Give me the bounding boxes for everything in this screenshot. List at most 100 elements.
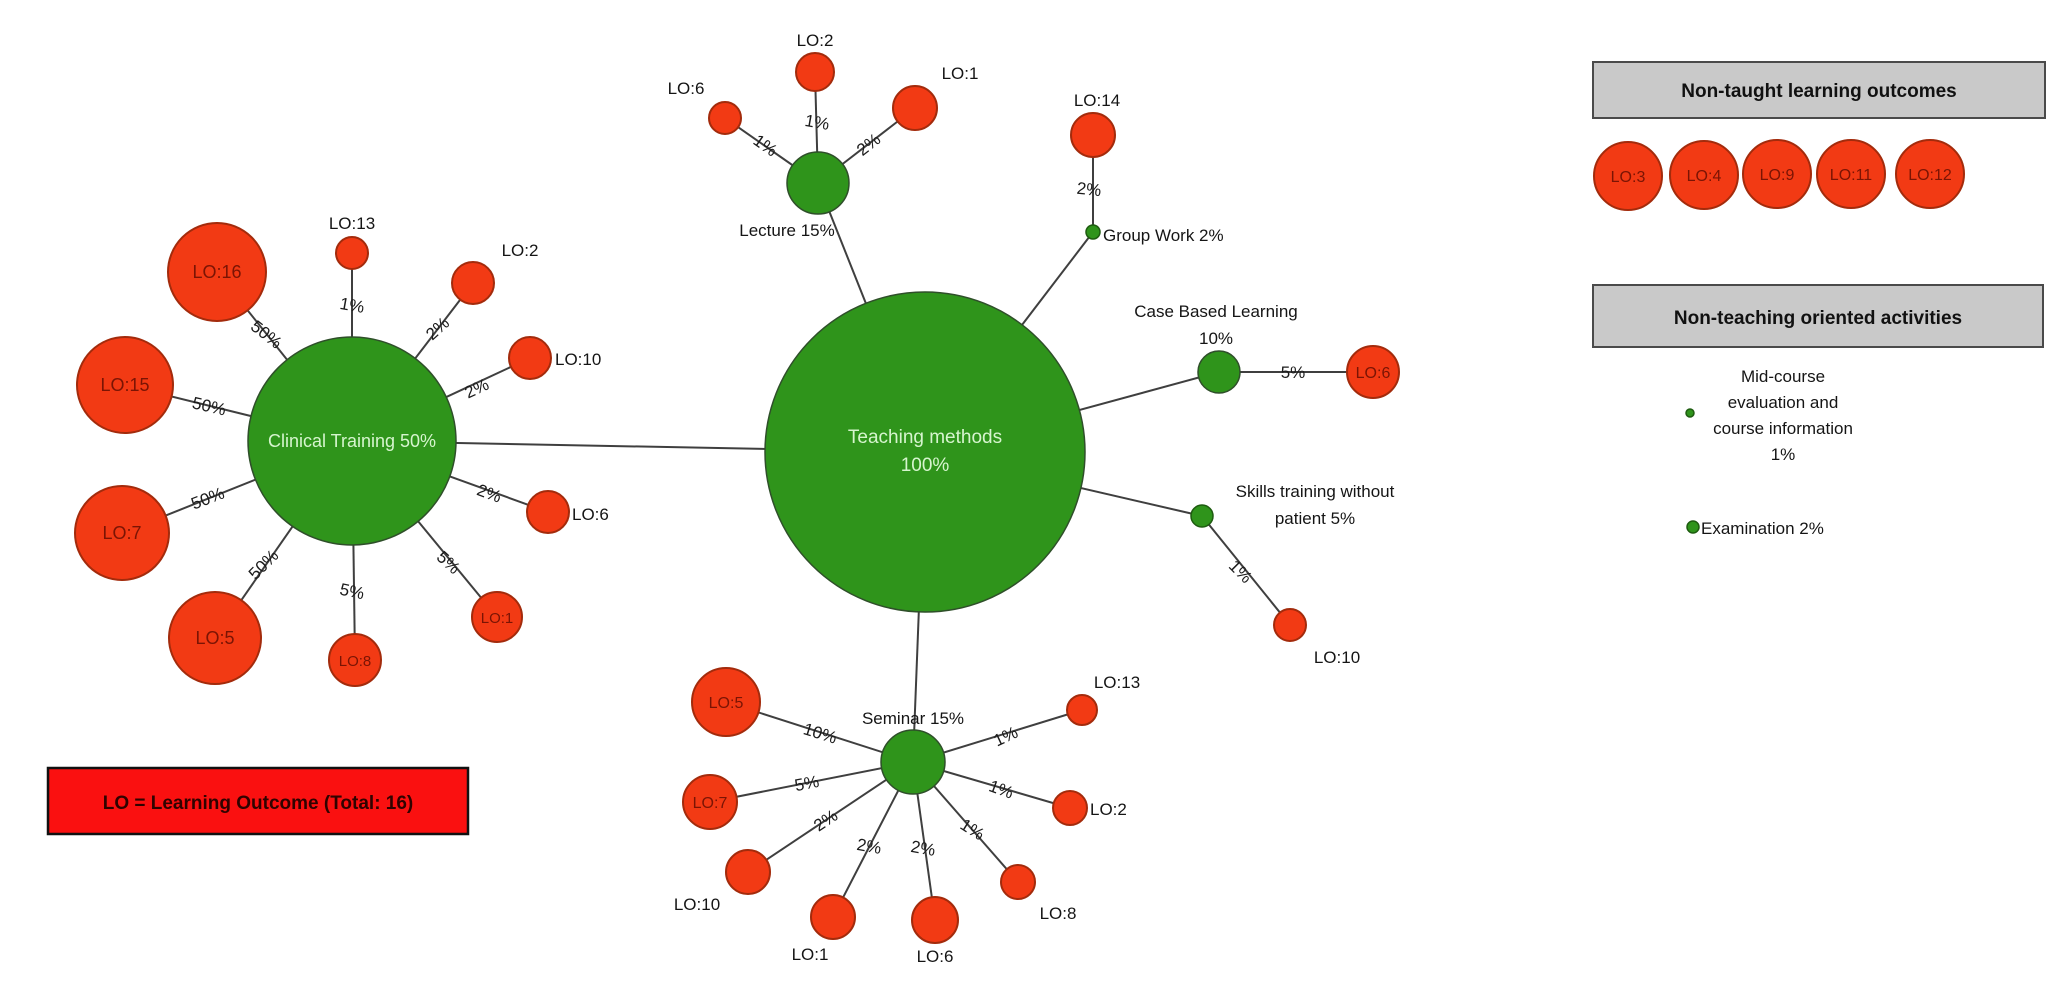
clinical-training-label: Clinical Training 50% xyxy=(268,431,436,451)
lecture-lo6-label: LO:6 xyxy=(668,79,705,98)
legend-non-taught: Non-taught learning outcomes LO:3 LO:4 L… xyxy=(1592,61,2046,211)
seminar-lo8-pct: 1% xyxy=(957,815,988,844)
seminar-lo2-label: LO:2 xyxy=(1090,800,1127,819)
cluster-lecture: Lecture 15% LO:6 1% LO:2 1% LO:1 2% xyxy=(668,31,979,240)
clinical-lo16-label: LO:16 xyxy=(192,262,241,282)
clinical-lo2-circle xyxy=(451,261,495,305)
case-based-circle xyxy=(1197,350,1241,394)
seminar-lo2-pct: 1% xyxy=(986,776,1016,802)
casebased-lo6-circle xyxy=(1346,345,1400,399)
teaching-methods-circle xyxy=(764,291,1086,613)
lecture-lo2-label: LO:2 xyxy=(797,31,834,50)
seminar-label: Seminar 15% xyxy=(862,709,964,728)
clinical-lo8-label: LO:8 xyxy=(339,653,372,670)
groupwork-lo14-pct: 2% xyxy=(1076,179,1102,200)
clinical-lo1-circle xyxy=(471,591,523,643)
cluster-seminar: Seminar 15% LO:5 10% LO:7 5% LO:10 2% LO… xyxy=(674,667,1140,966)
non-teaching-header-box xyxy=(1592,284,2044,348)
skills-training-dot xyxy=(1190,504,1214,528)
group-work-dot xyxy=(1085,224,1101,240)
teaching-methods-label: Teaching methods xyxy=(848,427,1002,448)
skills-lo10-pct: 1% xyxy=(1225,556,1256,587)
seminar-lo2-circle xyxy=(1052,790,1088,826)
clinical-lo5-circle xyxy=(168,591,262,685)
skills-training-label-line2: patient 5% xyxy=(1275,509,1355,528)
seminar-lo13-circle xyxy=(1066,694,1098,726)
non-taught-title: Non-taught learning outcomes xyxy=(1681,81,1957,102)
group-work-label: Group Work 2% xyxy=(1103,226,1224,245)
seminar-lo1-label: LO:1 xyxy=(792,945,829,964)
seminar-lo5-circle xyxy=(691,667,761,737)
clinical-lo1-label: LO:1 xyxy=(481,610,514,627)
seminar-lo8-label: LO:8 xyxy=(1040,904,1077,923)
clinical-lo13-label: LO:13 xyxy=(329,214,375,233)
examination-label: Examination 2% xyxy=(1701,519,1824,538)
seminar-lo10-circle xyxy=(725,849,771,895)
clinical-lo7-circle xyxy=(74,485,170,581)
seminar-lo5-label: LO:5 xyxy=(709,695,744,712)
skills-lo10-label: LO:10 xyxy=(1314,648,1360,667)
seminar-lo6-circle xyxy=(911,896,959,944)
legend-lo9-label: LO:9 xyxy=(1760,167,1795,184)
note-text: LO = Learning Outcome (Total: 16) xyxy=(103,793,414,814)
legend-lo12-circle xyxy=(1895,139,1965,209)
clinical-lo16-pct: 50% xyxy=(247,317,286,353)
skills-training-label-line1: Skills training without xyxy=(1236,482,1395,501)
seminar-lo5-pct: 10% xyxy=(801,719,839,747)
lecture-lo6-circle xyxy=(708,101,742,135)
legend-lo12-label: LO:12 xyxy=(1908,167,1952,184)
legend-lo3-label: LO:3 xyxy=(1611,169,1646,186)
node-teaching-methods: Teaching methods 100% xyxy=(764,291,1086,613)
clinical-lo10-circle xyxy=(508,336,552,380)
clinical-lo15-label: LO:15 xyxy=(100,375,149,395)
seminar-lo7-circle xyxy=(682,774,738,830)
clinical-lo10-label: LO:10 xyxy=(555,350,601,369)
edge-skills-lo10 xyxy=(1201,515,1291,626)
mid-course-line2: evaluation and xyxy=(1728,393,1839,412)
lecture-lo2-circle xyxy=(795,52,835,92)
clinical-lo16-circle xyxy=(167,222,267,322)
clinical-lo6-pct: 2% xyxy=(474,480,504,506)
lecture-lo2-pct: 1% xyxy=(803,111,831,134)
seminar-lo6-pct: 2% xyxy=(909,837,937,860)
clinical-lo2-label: LO:2 xyxy=(502,241,539,260)
legend-lo4-circle xyxy=(1669,140,1739,210)
teaching-methods-pct: 100% xyxy=(901,455,950,476)
clinical-lo7-label: LO:7 xyxy=(102,523,141,543)
clinical-lo8-circle xyxy=(328,633,382,687)
clinical-lo15-circle xyxy=(76,336,174,434)
cluster-clinical-training: Clinical Training 50% LO:16 50% LO:13 1%… xyxy=(74,214,609,687)
legend-lo9-circle xyxy=(1742,139,1812,209)
seminar-lo7-label: LO:7 xyxy=(693,795,728,812)
legend-lo11-circle xyxy=(1816,139,1886,209)
seminar-lo13-label: LO:13 xyxy=(1094,673,1140,692)
mid-course-line1: Mid-course xyxy=(1741,367,1825,386)
seminar-lo1-pct: 2% xyxy=(855,835,883,858)
lecture-label: Lecture 15% xyxy=(739,221,834,240)
non-teaching-title: Non-teaching oriented activities xyxy=(1674,308,1962,329)
clinical-lo5-label: LO:5 xyxy=(195,628,234,648)
non-taught-header-box xyxy=(1592,61,2046,119)
case-based-label-line2: 10% xyxy=(1199,329,1233,348)
cluster-case-based-learning: Case Based Learning 10% LO:6 5% xyxy=(1134,302,1400,399)
casebased-lo6-pct: 5% xyxy=(1281,363,1306,382)
legend-non-teaching: Non-teaching oriented activities Mid-cou… xyxy=(1592,284,2044,538)
mid-course-dot xyxy=(1685,408,1695,418)
seminar-lo6-label: LO:6 xyxy=(917,947,954,966)
mid-course-line3: course information xyxy=(1713,419,1853,438)
clinical-lo6-circle xyxy=(526,490,570,534)
seminar-lo10-pct: 2% xyxy=(810,806,841,835)
examination-dot xyxy=(1686,520,1700,534)
lecture-circle xyxy=(786,151,850,215)
note-box xyxy=(46,766,470,836)
clinical-lo13-pct: 1% xyxy=(338,294,366,317)
clinical-lo6-label: LO:6 xyxy=(572,505,609,524)
clinical-lo2-pct: 2% xyxy=(422,313,453,344)
clinical-lo5-pct: 50% xyxy=(245,546,282,583)
skills-lo10-circle xyxy=(1273,608,1307,642)
note: LO = Learning Outcome (Total: 16) xyxy=(46,766,470,836)
clinical-lo7-pct: 50% xyxy=(189,484,228,514)
cluster-group-work: Group Work 2% LO:14 2% xyxy=(1070,91,1224,245)
casebased-lo6-label: LO:6 xyxy=(1356,365,1391,382)
clinical-lo8-pct: 5% xyxy=(338,580,366,604)
